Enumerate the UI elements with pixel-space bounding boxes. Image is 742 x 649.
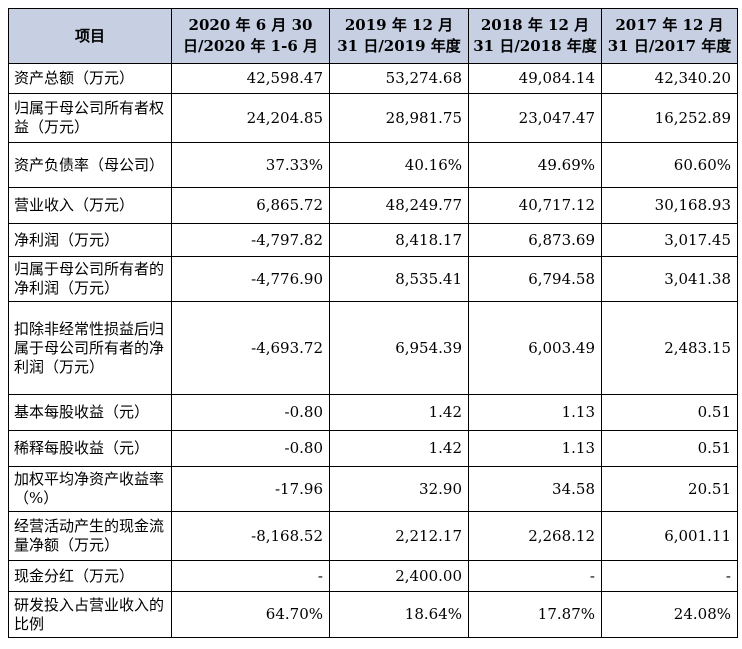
cell-value: 18.64% <box>329 591 469 638</box>
row-label: 经营活动产生的现金流量净额（万元） <box>8 511 172 561</box>
row-label: 资产负债率（母公司） <box>8 142 172 188</box>
cell-value: 16,252.89 <box>601 93 738 143</box>
row-label: 研发投入占营业收入的比例 <box>8 591 172 638</box>
row-label: 加权平均净资产收益率（%） <box>8 466 172 512</box>
cell-value: 17.87% <box>468 591 602 638</box>
cell-value: - <box>171 560 330 592</box>
cell-value: 40,717.12 <box>468 187 602 224</box>
cell-value: 0.51 <box>601 394 738 431</box>
row-label: 资产总额（万元） <box>8 63 172 94</box>
table-row: 扣除非经常性损益后归属于母公司所有者的净利润（万元） -4,693.72 6,9… <box>8 301 738 395</box>
cell-value: 1.13 <box>468 394 602 431</box>
cell-value: 6,794.58 <box>468 256 602 302</box>
cell-value: 1.13 <box>468 430 602 467</box>
cell-value: 1.42 <box>329 394 469 431</box>
column-header-2020h1: 2020 年 6 月 30 日/2020 年 1-6 月 <box>171 8 330 64</box>
row-label: 扣除非经常性损益后归属于母公司所有者的净利润（万元） <box>8 301 172 395</box>
cell-value: 3,017.45 <box>601 223 738 257</box>
table-row: 净利润（万元） -4,797.82 8,418.17 6,873.69 3,01… <box>8 223 738 257</box>
cell-value: 8,418.17 <box>329 223 469 257</box>
cell-value: 8,535.41 <box>329 256 469 302</box>
cell-value: 6,954.39 <box>329 301 469 395</box>
row-label: 稀释每股收益（元） <box>8 430 172 467</box>
cell-value: 2,268.12 <box>468 511 602 561</box>
cell-value: 3,041.38 <box>601 256 738 302</box>
row-label: 净利润（万元） <box>8 223 172 257</box>
cell-value: -0.80 <box>171 430 330 467</box>
cell-value: 24,204.85 <box>171 93 330 143</box>
cell-value: 6,865.72 <box>171 187 330 224</box>
cell-value: -8,168.52 <box>171 511 330 561</box>
row-label: 基本每股收益（元） <box>8 394 172 431</box>
table-row: 现金分红（万元） - 2,400.00 - - <box>8 560 738 592</box>
cell-value: 40.16% <box>329 142 469 188</box>
column-header-2019: 2019 年 12 月 31 日/2019 年度 <box>329 8 469 64</box>
cell-value: 2,212.17 <box>329 511 469 561</box>
row-label: 营业收入（万元） <box>8 187 172 224</box>
table-row: 研发投入占营业收入的比例 64.70% 18.64% 17.87% 24.08% <box>8 591 738 638</box>
cell-value: 49.69% <box>468 142 602 188</box>
cell-value: 42,598.47 <box>171 63 330 94</box>
row-label: 归属于母公司所有者的净利润（万元） <box>8 256 172 302</box>
column-header-item: 项目 <box>8 8 172 64</box>
table-row: 加权平均净资产收益率（%） -17.96 32.90 34.58 20.51 <box>8 466 738 512</box>
cell-value: -4,693.72 <box>171 301 330 395</box>
cell-value: 0.51 <box>601 430 738 467</box>
table-row: 归属于母公司所有者权益（万元） 24,204.85 28,981.75 23,0… <box>8 93 738 143</box>
cell-value: 6,003.49 <box>468 301 602 395</box>
cell-value: 6,873.69 <box>468 223 602 257</box>
cell-value: 64.70% <box>171 591 330 638</box>
cell-value: 30,168.93 <box>601 187 738 224</box>
cell-value: 60.60% <box>601 142 738 188</box>
column-header-2018: 2018 年 12 月 31 日/2018 年度 <box>468 8 602 64</box>
cell-value: - <box>468 560 602 592</box>
cell-value: 48,249.77 <box>329 187 469 224</box>
row-label: 归属于母公司所有者权益（万元） <box>8 93 172 143</box>
header-row: 项目 2020 年 6 月 30 日/2020 年 1-6 月 2019 年 1… <box>8 8 738 64</box>
cell-value: 20.51 <box>601 466 738 512</box>
cell-value: 32.90 <box>329 466 469 512</box>
table-row: 归属于母公司所有者的净利润（万元） -4,776.90 8,535.41 6,7… <box>8 256 738 302</box>
table-row: 资产总额（万元） 42,598.47 53,274.68 49,084.14 4… <box>8 63 738 94</box>
cell-value: 23,047.47 <box>468 93 602 143</box>
financial-indicators-table: 项目 2020 年 6 月 30 日/2020 年 1-6 月 2019 年 1… <box>8 8 738 638</box>
cell-value: -17.96 <box>171 466 330 512</box>
table-row: 稀释每股收益（元） -0.80 1.42 1.13 0.51 <box>8 430 738 467</box>
column-header-2017: 2017 年 12 月 31 日/2017 年度 <box>601 8 738 64</box>
table-row: 经营活动产生的现金流量净额（万元） -8,168.52 2,212.17 2,2… <box>8 511 738 561</box>
cell-value: 1.42 <box>329 430 469 467</box>
cell-value: 28,981.75 <box>329 93 469 143</box>
cell-value: 53,274.68 <box>329 63 469 94</box>
cell-value: - <box>601 560 738 592</box>
cell-value: 49,084.14 <box>468 63 602 94</box>
cell-value: -4,797.82 <box>171 223 330 257</box>
row-label: 现金分红（万元） <box>8 560 172 592</box>
cell-value: 34.58 <box>468 466 602 512</box>
cell-value: 37.33% <box>171 142 330 188</box>
cell-value: 42,340.20 <box>601 63 738 94</box>
cell-value: 2,400.00 <box>329 560 469 592</box>
table-row: 资产负债率（母公司） 37.33% 40.16% 49.69% 60.60% <box>8 142 738 188</box>
cell-value: -0.80 <box>171 394 330 431</box>
cell-value: 6,001.11 <box>601 511 738 561</box>
table-row: 基本每股收益（元） -0.80 1.42 1.13 0.51 <box>8 394 738 431</box>
cell-value: -4,776.90 <box>171 256 330 302</box>
table-row: 营业收入（万元） 6,865.72 48,249.77 40,717.12 30… <box>8 187 738 224</box>
cell-value: 24.08% <box>601 591 738 638</box>
cell-value: 2,483.15 <box>601 301 738 395</box>
